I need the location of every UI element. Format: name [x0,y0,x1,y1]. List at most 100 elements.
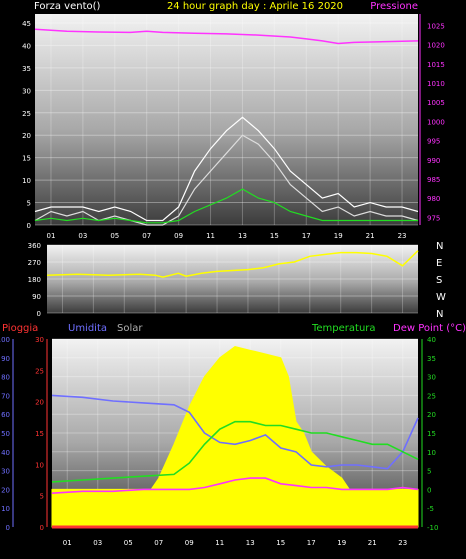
rain-tick-label: 30 [35,336,44,344]
hour-tick-label: 21 [366,232,375,240]
hour-tick-label: 09 [174,232,183,240]
direction-tick-label: 0 [37,310,41,318]
direction-tick-label: 180 [28,276,41,284]
temperature-tick-label: 30 [427,374,436,382]
rain-tick-label: 5 [40,493,44,501]
humidity-tick-label: 60 [1,411,10,419]
wind-tick-label: 30 [22,87,31,95]
wind-tick-label: 10 [22,177,31,185]
wind-tick-label: 15 [22,155,31,163]
hour-tick-label: 13 [238,232,247,240]
hour-tick-label: 03 [78,232,87,240]
humidity-tick-label: 20 [1,486,10,494]
wind-speed-ticks: 0 5 10 15 20 25 30 35 40 45 [22,20,31,230]
wind-direction-series [46,250,419,278]
direction-tick-label: 360 [28,242,41,250]
temperature-tick-label: -5 [427,505,434,513]
hour-tick-label: 07 [154,539,163,547]
wind-pressure-plot-area [35,14,418,225]
rain-ticks: 0 5 10 15 20 25 30 [35,336,44,532]
legend-solar: Solar [117,323,143,334]
legend-temperatura: Temperatura [311,323,376,334]
hour-tick-label: 15 [276,539,285,547]
wind-tick-label: 20 [22,132,31,140]
hour-tick-label: 09 [185,539,194,547]
temperature-line [51,420,419,483]
temperature-tick-label: 10 [427,449,436,457]
pressure-tick-label: 975 [427,214,440,222]
hour-tick-label: 11 [215,539,224,547]
humidity-tick-label: 40 [1,449,10,457]
humidity-tick-label: 70 [1,392,10,400]
temperature-tick-label: 20 [427,411,436,419]
wind-direction-line [46,250,419,278]
humidity-tick-label: 90 [1,355,10,363]
wind-tick-label: 40 [22,42,31,50]
humidity-tick-label: 10 [1,505,10,513]
hour-tick-label: 05 [110,232,119,240]
direction-degree-ticks: 0 90 180 270 360 [28,242,41,318]
hour-tick-label: 19 [337,539,346,547]
pressure-axis-label: Pressione [370,1,418,12]
wind-line [34,188,418,224]
direction-tick-label: 270 [28,259,41,267]
humidity-tick-label: 0 [6,524,10,532]
pressure-tick-label: 1020 [427,42,445,50]
hour-tick-label: 05 [124,539,133,547]
rain-tick-label: 20 [35,399,44,407]
hour-tick-label: 17 [307,539,316,547]
temperature-tick-label: 5 [427,468,431,476]
compass-tick-label: N [436,241,443,252]
pressure-tick-label: 990 [427,157,440,165]
humidity-ticks: 0 10 20 30 40 50 60 70 80 90 100 [0,336,10,532]
panel1-hour-ticks: 01 03 05 07 09 11 13 15 17 19 21 23 [46,232,406,240]
compass-tick-label: E [436,258,442,269]
hour-tick-label: 17 [302,232,311,240]
panel3-hour-ticks: 01 03 05 07 09 11 13 15 17 19 21 23 [63,539,407,547]
wind-direction-plot-area [47,245,418,313]
hour-tick-label: 23 [398,232,407,240]
temperature-tick-label: 35 [427,355,436,363]
legend-umidita: Umidita [68,323,107,334]
humidity-line [51,394,419,470]
compass-tick-label: N [436,309,443,320]
hour-tick-label: 07 [142,232,151,240]
pressure-tick-label: 1005 [427,99,445,107]
hour-tick-label: 23 [398,539,407,547]
wind-tick-label: 35 [22,65,31,73]
wind-axis-label: Forza vento() [34,1,101,12]
temperature-tick-label: 25 [427,392,436,400]
wind-pressure-grid [35,14,418,226]
temperature-tick-label: 40 [427,336,436,344]
compass-tick-label: S [436,275,442,286]
pressure-tick-label: 995 [427,138,440,146]
hour-tick-label: 01 [63,539,72,547]
temperature-ticks: -10 -5 0 5 10 15 20 25 30 35 40 [427,336,438,532]
wind-pressure-series [34,28,419,226]
humidity-tick-label: 30 [1,468,10,476]
temperature-tick-label: 15 [427,430,436,438]
rain-tick-label: 15 [35,430,44,438]
pressure-line [34,28,419,45]
hour-tick-label: 11 [206,232,215,240]
legend-pioggia: Pioggia [2,323,38,334]
wind-tick-label: 5 [27,200,31,208]
wind-tick-label: 25 [22,110,31,118]
pressure-tick-label: 1015 [427,61,445,69]
pressure-tick-label: 1000 [427,118,445,126]
pressure-tick-label: 1010 [427,80,445,88]
pressure-ticks: 975 980 985 990 995 1000 1005 1010 1015 1020 1025 [419,14,445,225]
temperature-tick-label: -10 [427,524,438,532]
humidity-tick-label: 80 [1,374,10,382]
hour-tick-label: 03 [93,539,102,547]
dew-point-line [51,477,419,494]
rain-humidity-series [51,345,419,529]
temperature-tick-label: 0 [427,486,431,494]
legend-dew-point: Dew Point (°C) [393,323,466,334]
hour-tick-label: 01 [46,232,55,240]
sunset-annotation: SunSet [342,503,374,513]
humidity-tick-label: 50 [1,430,10,438]
rain-tick-label: 25 [35,367,44,375]
